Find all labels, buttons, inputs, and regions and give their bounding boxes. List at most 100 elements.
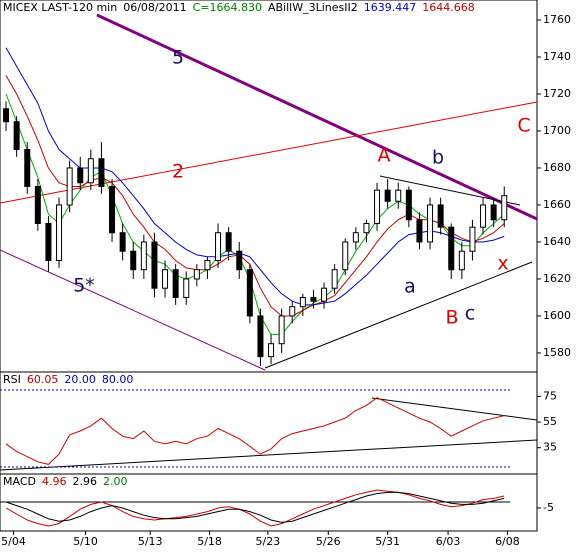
candle-body [331, 269, 338, 289]
panel-header: 60.05 [27, 373, 59, 386]
panel-header: 20.00 [64, 373, 96, 386]
candle-body [193, 269, 200, 280]
candle-body [225, 232, 232, 252]
candle-body [183, 278, 190, 298]
candle-body [13, 121, 20, 150]
y-tick-label: 1720 [543, 87, 571, 100]
x-tick-label: 5/18 [197, 535, 222, 548]
x-tick-label: 6/03 [436, 535, 461, 548]
wave-label: 5* [73, 275, 95, 297]
candle-body [236, 250, 243, 271]
y-tick-label: 1700 [543, 124, 571, 137]
candle-body [204, 259, 211, 271]
candle-body [374, 189, 381, 224]
wave-label: B [445, 307, 458, 329]
wave-label: x [497, 253, 508, 275]
wave-label: b [432, 147, 444, 169]
candle-body [310, 296, 317, 302]
candle-body [427, 204, 434, 243]
candle-body [151, 241, 158, 289]
trend-line [0, 439, 538, 471]
x-tick-label: 5/04 [1, 535, 26, 548]
candle-body [109, 185, 116, 234]
candle-body [215, 232, 222, 261]
trend-line [264, 261, 533, 369]
y-tick-label: 1640 [543, 235, 571, 248]
candle-body [490, 204, 497, 221]
candle-body [395, 189, 402, 202]
trend-line [0, 249, 266, 371]
candle-body [278, 315, 285, 345]
x-tick-label: 5/10 [73, 535, 98, 548]
candle-body [405, 189, 412, 221]
candle-body [24, 148, 31, 187]
wave-label: 5 [172, 47, 184, 69]
wave-label: A [378, 145, 391, 167]
candle-body [34, 185, 41, 224]
panel-header: C=1664.830 [193, 1, 262, 14]
candle-body [119, 232, 126, 252]
candle-body [458, 250, 465, 271]
candle-body [172, 269, 179, 298]
panel-header: RSI [3, 373, 21, 386]
candle-body [268, 343, 275, 358]
y-tick-label: 1680 [543, 161, 571, 174]
candle-body [257, 315, 264, 358]
x-tick-label: 5/23 [256, 535, 281, 548]
indicator-line [5, 489, 505, 527]
trend-line [0, 101, 538, 204]
trend-line [371, 397, 538, 421]
candle-body [98, 158, 105, 187]
y-tick-label: 1760 [543, 13, 571, 26]
candle-body [384, 189, 391, 202]
panel-header: 2.96 [72, 475, 97, 488]
candle-body [501, 195, 508, 221]
y-tick-label: 1740 [543, 50, 571, 63]
candle-body [66, 167, 73, 206]
candle-body [321, 287, 328, 302]
wave-label: C [517, 115, 530, 137]
candle-body [416, 219, 423, 243]
wave-label: c [465, 303, 475, 325]
x-tick-label: 5/13 [138, 535, 163, 548]
candle-body [140, 241, 147, 271]
candle-body [469, 226, 476, 252]
panel-header: 2.00 [103, 475, 128, 488]
y-tick-label: -5 [543, 501, 554, 514]
panel-header: 4.96 [42, 475, 67, 488]
x-tick-label: 5/26 [316, 535, 341, 548]
candle-body [3, 108, 10, 123]
candle-body [363, 222, 370, 234]
y-tick-label: 1660 [543, 198, 571, 211]
y-tick-label: 1620 [543, 272, 571, 285]
candle-body [56, 204, 63, 261]
candle-body [448, 226, 455, 271]
candle-body [246, 269, 253, 317]
panel-header: MACD [3, 475, 36, 488]
panel-header: 80.00 [102, 373, 134, 386]
panel-header: 1644.668 [422, 1, 475, 14]
trend-line [379, 175, 521, 206]
indicator-line [5, 491, 505, 523]
candle-body [130, 250, 137, 271]
y-tick-label: 75 [543, 389, 557, 402]
y-tick-label: 1580 [543, 346, 571, 359]
wave-label: 2 [172, 161, 184, 183]
panel-header: MICEX LAST-120 min [3, 1, 117, 14]
candle-body [77, 167, 84, 184]
candle-body [342, 241, 349, 271]
x-tick-label: 5/31 [375, 535, 400, 548]
y-tick-label: 35 [543, 441, 557, 454]
indicator-line [5, 397, 505, 465]
candle-body [480, 204, 487, 228]
trend-line [96, 13, 538, 221]
panel-header: 1639.447 [364, 1, 417, 14]
candle-body [299, 296, 306, 308]
x-tick-label: 6/08 [495, 535, 520, 548]
y-tick-label: 55 [543, 415, 557, 428]
wave-label: a [404, 276, 416, 298]
candle-body [437, 204, 444, 228]
candle-body [352, 232, 359, 243]
candle-body [87, 158, 94, 184]
